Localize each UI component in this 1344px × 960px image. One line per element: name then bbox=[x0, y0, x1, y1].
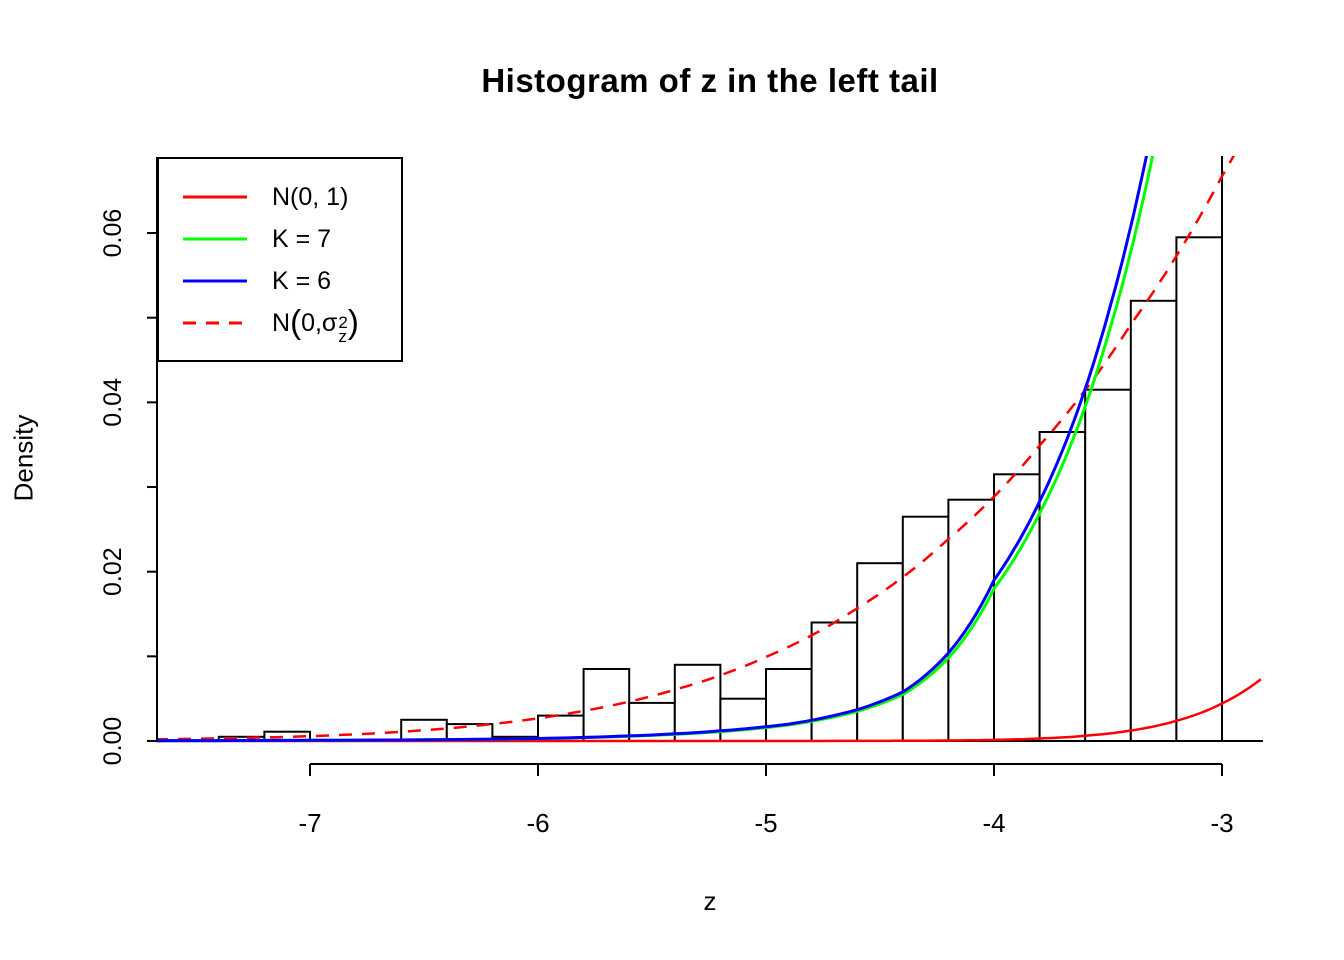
chart-title: Histogram of z in the left tail bbox=[481, 62, 939, 99]
legend-label: K = 6 bbox=[272, 266, 332, 295]
legend-label: N(0, 1) bbox=[272, 182, 349, 211]
curve-k-6 bbox=[157, 156, 1148, 743]
x-tick-label: -4 bbox=[982, 808, 1005, 838]
y-tick-label: 0.04 bbox=[99, 378, 127, 427]
line-sample-icon bbox=[183, 188, 247, 206]
histogram-bar bbox=[1175, 236, 1224, 743]
histogram-bar bbox=[901, 515, 950, 743]
x-tick-label: -5 bbox=[754, 808, 777, 838]
histogram-bar bbox=[719, 697, 768, 743]
y-axis-label: Density bbox=[8, 414, 39, 502]
histogram-bar bbox=[1129, 299, 1178, 742]
axes: 0.00 0.02 0.04 0.06 -7 -6 -5 -4 -3 bbox=[99, 157, 1234, 838]
x-axis-label: z bbox=[703, 886, 717, 916]
histogram-bar bbox=[582, 668, 631, 742]
histogram-bar bbox=[810, 621, 859, 742]
dashed-line-sample-icon bbox=[183, 314, 247, 332]
histogram-bar bbox=[1084, 388, 1132, 742]
histogram-bar bbox=[856, 562, 904, 743]
curve-n-0-sigma-z-2- bbox=[157, 156, 1236, 741]
line-sample-icon bbox=[183, 230, 247, 248]
legend-label: K = 7 bbox=[272, 224, 332, 253]
histogram-bar bbox=[1038, 431, 1087, 742]
plot-area bbox=[157, 156, 1263, 743]
legend-label: N(0, σ 2 z) bbox=[272, 303, 359, 346]
y-tick-label: 0.00 bbox=[99, 717, 127, 766]
legend-item: K = 6 bbox=[159, 260, 401, 302]
histogram-bar bbox=[1221, 156, 1263, 743]
x-tick-label: -3 bbox=[1210, 808, 1233, 838]
y-tick-label: 0.02 bbox=[99, 547, 127, 596]
curve-n-0-1- bbox=[157, 678, 1262, 743]
y-tick-label: 0.06 bbox=[99, 209, 127, 258]
x-tick-label: -6 bbox=[526, 808, 549, 838]
legend-item: K = 7 bbox=[159, 218, 401, 260]
histogram-bar bbox=[765, 668, 813, 742]
legend-item: N(0, σ 2 z) bbox=[159, 302, 401, 346]
histogram-bar bbox=[673, 663, 722, 742]
legend-item: N(0, 1) bbox=[159, 176, 401, 218]
line-sample-icon bbox=[183, 272, 247, 290]
legend: N(0, 1) K = 7 K = 6 N(0, σ 2 z) bbox=[157, 157, 403, 362]
x-tick-label: -7 bbox=[298, 808, 321, 838]
